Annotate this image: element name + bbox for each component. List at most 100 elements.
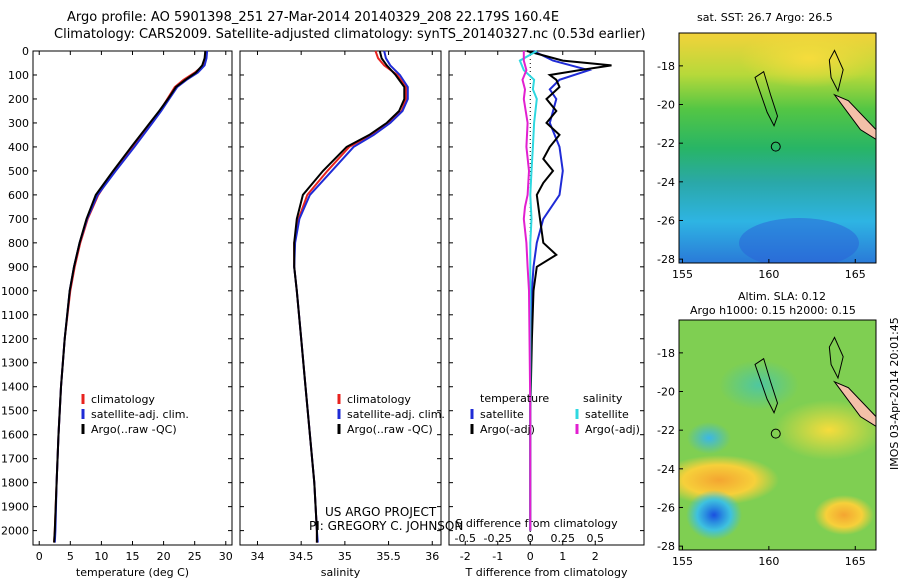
diff-legend-title-s: salinity bbox=[583, 392, 623, 405]
temperature-legend-label: Argo(..raw -QC) bbox=[91, 423, 177, 436]
temperature-xtick-label: 5 bbox=[67, 550, 74, 563]
salinity-xtick-label: 35 bbox=[338, 550, 352, 563]
salinity-legend-label: Argo(..raw -QC) bbox=[347, 423, 433, 436]
depth-tick-label: 1300 bbox=[1, 357, 29, 370]
depth-tick-label: 1200 bbox=[1, 333, 29, 346]
difference-series-line bbox=[521, 51, 532, 531]
diff-legend-title-t: temperature bbox=[480, 392, 549, 405]
s-diff-tick-label: -0.5 bbox=[455, 532, 476, 545]
salinity-panel: 34 34.5 35 35.5 36 salinity bbox=[239, 50, 442, 579]
sst_map-lat-label: -22 bbox=[657, 137, 675, 150]
depth-tick-label: 600 bbox=[8, 189, 29, 202]
depth-tick-label: 1700 bbox=[1, 453, 29, 466]
temperature-xtick-label: 10 bbox=[94, 550, 108, 563]
warm-patch bbox=[739, 33, 876, 88]
reef-outline bbox=[754, 70, 779, 128]
difference-frame bbox=[448, 50, 645, 546]
low-anomaly bbox=[719, 360, 799, 410]
difference-xlabel: T difference from climatology bbox=[465, 566, 628, 579]
depth-tick-label: 2000 bbox=[1, 525, 29, 538]
low-anomaly bbox=[686, 490, 742, 540]
difference-panel: -2 -1 0 1 2 T difference from climatology -0.5… bbox=[448, 50, 645, 579]
sst_map-lat-label: -26 bbox=[657, 214, 675, 227]
sla_map-lat-label: -20 bbox=[657, 386, 675, 399]
sla-map-title-line2: Argo h1000: 0.15 h2000: 0.15 bbox=[690, 304, 856, 317]
high-anomaly bbox=[774, 400, 876, 460]
temperature-frame bbox=[32, 50, 233, 546]
temperature-xtick-label: 25 bbox=[188, 550, 202, 563]
sst-map-title: sat. SST: 26.7 Argo: 26.5 bbox=[697, 11, 833, 24]
difference-series-line bbox=[526, 50, 612, 531]
salinity-xtick-label: 34.5 bbox=[289, 550, 314, 563]
depth-tick-label: 1500 bbox=[1, 405, 29, 418]
sst_map-lon-label: 155 bbox=[672, 268, 693, 281]
figure-title-line1: Argo profile: AO 5901398_251 27-Mar-2014… bbox=[67, 10, 560, 25]
difference-xtick-label: 0 bbox=[527, 550, 534, 563]
sla_map-lon-label: 155 bbox=[672, 555, 693, 568]
s-diff-tick-label: 0 bbox=[527, 532, 534, 545]
sla-map-title-line1: Altim. SLA: 0.12 bbox=[738, 290, 827, 303]
depth-tick-label: 0 bbox=[22, 45, 29, 58]
salinity-xtick-label: 34 bbox=[250, 550, 264, 563]
sla_map-lat-label: -26 bbox=[657, 501, 675, 514]
salinity-xtick-label: 35.5 bbox=[376, 550, 401, 563]
new-caledonia-land bbox=[833, 93, 876, 140]
depth-tick-label: 700 bbox=[8, 213, 29, 226]
difference-xtick-label: 2 bbox=[592, 550, 599, 563]
salinity-xtick-label: 36 bbox=[425, 550, 439, 563]
salinity-frame bbox=[239, 50, 442, 546]
sla_map-lon-label: 165 bbox=[845, 555, 866, 568]
diff-legend-t-label: satellite bbox=[480, 408, 524, 421]
s-diff-tick-label: 0.25 bbox=[551, 532, 576, 545]
new-caledonia-land bbox=[833, 380, 876, 427]
depth-tick-label: 1000 bbox=[1, 285, 29, 298]
depth-tick-label: 500 bbox=[8, 165, 29, 178]
figure-title-line2: Climatology: CARS2009. Satellite-adjuste… bbox=[54, 27, 646, 42]
sst_map-field bbox=[679, 33, 876, 263]
depth-tick-label: 800 bbox=[8, 237, 29, 250]
difference-series-line bbox=[529, 50, 593, 531]
sst_map-lon-label: 160 bbox=[758, 268, 779, 281]
temperature-xtick-label: 20 bbox=[157, 550, 171, 563]
temperature-xtick-label: 0 bbox=[36, 550, 43, 563]
s-diff-axis-label: S difference from climatology bbox=[455, 517, 618, 530]
low-anomaly bbox=[687, 422, 731, 454]
reef-outline bbox=[828, 336, 844, 380]
depth-tick-label: 400 bbox=[8, 141, 29, 154]
sla_map-field bbox=[679, 320, 876, 550]
sla_map-lon-label: 160 bbox=[758, 555, 779, 568]
reef-outline bbox=[754, 357, 779, 415]
salinity-legend-label: climatology bbox=[347, 393, 411, 406]
temperature-panel: 0100200300400500600700800900100011001200… bbox=[1, 45, 233, 579]
credit-line1: US ARGO PROJECT bbox=[325, 505, 437, 519]
sla_map-lat-label: -18 bbox=[657, 347, 675, 360]
depth-tick-label: 200 bbox=[8, 93, 29, 106]
temperature-legend-label: climatology bbox=[91, 393, 155, 406]
sla_map-frame bbox=[678, 319, 877, 551]
depth-tick-label: 1100 bbox=[1, 309, 29, 322]
temperature-series-line bbox=[53, 50, 207, 543]
depth-tick-label: 300 bbox=[8, 117, 29, 130]
sst_map-lat-label: -18 bbox=[657, 60, 675, 73]
diff-legend-s-label: satellite bbox=[585, 408, 629, 421]
temperature-xtick-label: 15 bbox=[126, 550, 140, 563]
difference-xtick-label: -2 bbox=[460, 550, 471, 563]
depth-tick-label: 100 bbox=[8, 69, 29, 82]
temperature-xtick-label: 30 bbox=[219, 550, 233, 563]
sst_map-lat-label: -28 bbox=[657, 253, 675, 266]
depth-tick-label: 1400 bbox=[1, 381, 29, 394]
depth-tick-label: 1900 bbox=[1, 501, 29, 514]
depth-tick-label: 900 bbox=[8, 261, 29, 274]
s-diff-tick-label: 0.5 bbox=[587, 532, 605, 545]
diff-legend-t-label: Argo(-adj) bbox=[480, 423, 535, 436]
sst_map-frame bbox=[678, 32, 877, 264]
credit-line2: PI: GREGORY C. JOHNSON bbox=[309, 519, 464, 533]
salinity-legend-label: satellite-adj. clim. bbox=[347, 408, 445, 421]
sst_map-lat-label: -24 bbox=[657, 176, 675, 189]
reef-outline bbox=[828, 49, 844, 93]
argo-float-marker bbox=[770, 428, 781, 439]
temperature-legend-label: satellite-adj. clim. bbox=[91, 408, 189, 421]
sla_map-lat-label: -22 bbox=[657, 424, 675, 437]
